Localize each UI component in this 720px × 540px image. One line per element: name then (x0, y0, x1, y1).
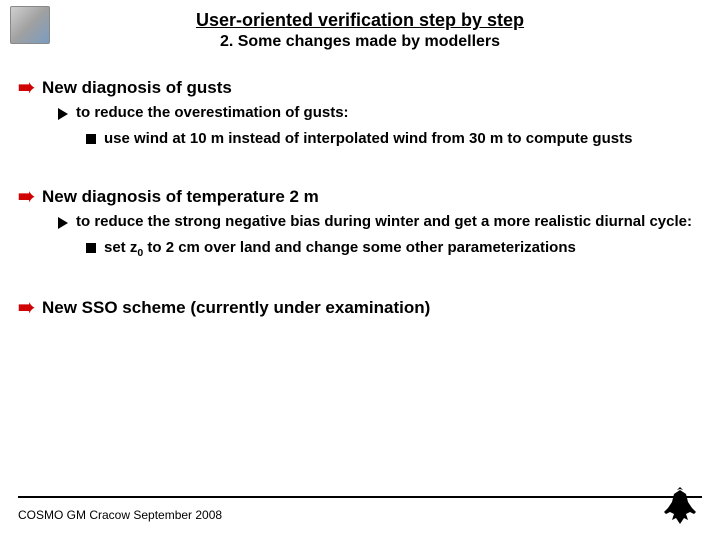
arrow-icon: ➠ (18, 298, 36, 318)
content-area: ➠ New diagnosis of gusts to reduce the o… (18, 78, 702, 356)
section-sso: ➠ New SSO scheme (currently under examin… (18, 298, 702, 318)
sub-text: to reduce the strong negative bias durin… (76, 213, 692, 230)
footer-divider (18, 496, 702, 498)
detail-text: set z0 to 2 cm over land and change some… (104, 238, 576, 260)
page-title: User-oriented verification step by step (0, 10, 720, 31)
section-heading: ➠ New diagnosis of temperature 2 m (18, 187, 702, 207)
heading-text: New diagnosis of gusts (42, 78, 232, 98)
detail-text: use wind at 10 m instead of interpolated… (104, 129, 632, 149)
arrow-icon: ➠ (18, 78, 36, 98)
section-heading: ➠ New diagnosis of gusts (18, 78, 702, 98)
triangle-icon (58, 108, 68, 120)
square-icon (86, 243, 96, 253)
detail-post: to 2 cm over land and change some other … (143, 239, 576, 256)
detail-point: set z0 to 2 cm over land and change some… (86, 238, 702, 260)
logo-top-left (10, 6, 50, 44)
section-heading: ➠ New SSO scheme (currently under examin… (18, 298, 702, 318)
title-block: User-oriented verification step by step … (0, 0, 720, 51)
section-temperature: ➠ New diagnosis of temperature 2 m to re… (18, 187, 702, 260)
sub-point: to reduce the overestimation of gusts: (58, 104, 702, 121)
heading-text: New diagnosis of temperature 2 m (42, 187, 319, 207)
sub-text: to reduce the overestimation of gusts: (76, 104, 349, 121)
footer-text: COSMO GM Cracow September 2008 (18, 508, 222, 522)
square-icon (86, 134, 96, 144)
section-gusts: ➠ New diagnosis of gusts to reduce the o… (18, 78, 702, 149)
page-subtitle: 2. Some changes made by modellers (0, 33, 720, 51)
sub-point: to reduce the strong negative bias durin… (58, 213, 702, 230)
arrow-icon: ➠ (18, 187, 36, 207)
eagle-icon (660, 484, 700, 528)
heading-text: New SSO scheme (currently under examinat… (42, 298, 430, 318)
detail-pre: set z (104, 239, 137, 256)
detail-point: use wind at 10 m instead of interpolated… (86, 129, 702, 149)
triangle-icon (58, 217, 68, 229)
